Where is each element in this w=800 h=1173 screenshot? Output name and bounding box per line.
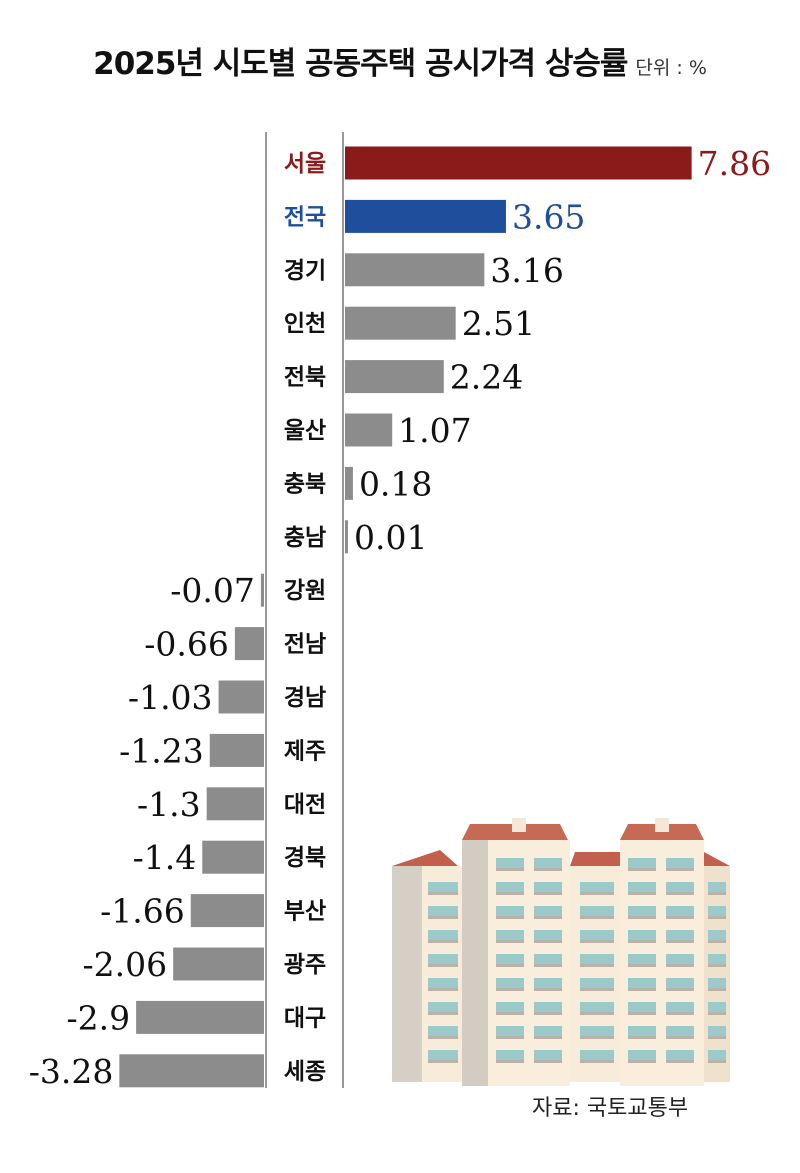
bar-3 (345, 306, 456, 340)
bar-16 (136, 1000, 264, 1034)
value-label: -0.66 (144, 625, 229, 664)
bar-4 (345, 360, 444, 394)
category-label: 전국 (284, 204, 326, 230)
bar-2 (345, 253, 485, 287)
category-label: 경북 (284, 845, 326, 871)
category-label: 제주 (284, 738, 326, 764)
value-label: 1.07 (398, 411, 471, 450)
value-label: -1.23 (119, 731, 204, 770)
value-label: 0.01 (354, 518, 427, 557)
bar-17 (119, 1054, 265, 1088)
bar-7 (345, 520, 348, 554)
category-label: 광주 (284, 952, 326, 978)
bar-11 (209, 733, 264, 767)
bar-8 (260, 573, 264, 607)
category-label: 전북 (284, 365, 326, 391)
bar-1 (345, 199, 506, 233)
bar-6 (345, 466, 353, 500)
value-label: 0.18 (359, 464, 432, 503)
value-label: -0.07 (170, 571, 255, 610)
bar-15 (173, 947, 264, 981)
value-label: -1.4 (133, 838, 197, 877)
bar-13 (202, 840, 264, 874)
category-label: 대구 (284, 1005, 326, 1031)
value-label: 7.86 (698, 144, 771, 183)
value-label: 2.51 (462, 304, 535, 343)
value-label: 3.16 (490, 251, 563, 290)
category-label: 대전 (284, 792, 326, 818)
title-block: 2025년 시도별 공동주택 공시가격 상승률 단위 : % (0, 38, 800, 83)
value-label: -1.03 (128, 678, 213, 717)
value-label: -3.28 (29, 1052, 114, 1091)
value-label: -2.9 (66, 998, 130, 1037)
category-label: 세종 (284, 1059, 326, 1085)
bar-14 (190, 894, 264, 928)
value-label: -2.06 (83, 945, 168, 984)
category-label: 경기 (284, 258, 326, 284)
bar-5 (345, 413, 393, 447)
chart-title: 2025년 시도별 공동주택 공시가격 상승률 (93, 46, 628, 82)
value-label: -1.3 (137, 785, 201, 824)
category-label: 강원 (284, 578, 326, 604)
category-label: 전남 (284, 632, 326, 658)
category-label: 충북 (284, 471, 326, 497)
bar-0 (345, 146, 692, 180)
value-label: -1.66 (100, 892, 185, 931)
apartment-illustration-icon (392, 818, 730, 1086)
category-label: 울산 (284, 418, 326, 444)
category-label: 경남 (284, 685, 326, 711)
category-label: 인천 (284, 311, 326, 337)
bar-10 (218, 680, 264, 714)
bar-12 (206, 787, 264, 821)
category-label: 서울 (284, 151, 326, 177)
category-label: 부산 (284, 899, 326, 925)
unit-label: 단위 : % (635, 57, 707, 79)
bar-9 (234, 627, 264, 661)
source-note: 자료: 국토교통부 (532, 1096, 689, 1121)
value-label: 3.65 (512, 197, 585, 236)
category-label: 충남 (284, 525, 326, 551)
value-label: 2.24 (450, 358, 523, 397)
